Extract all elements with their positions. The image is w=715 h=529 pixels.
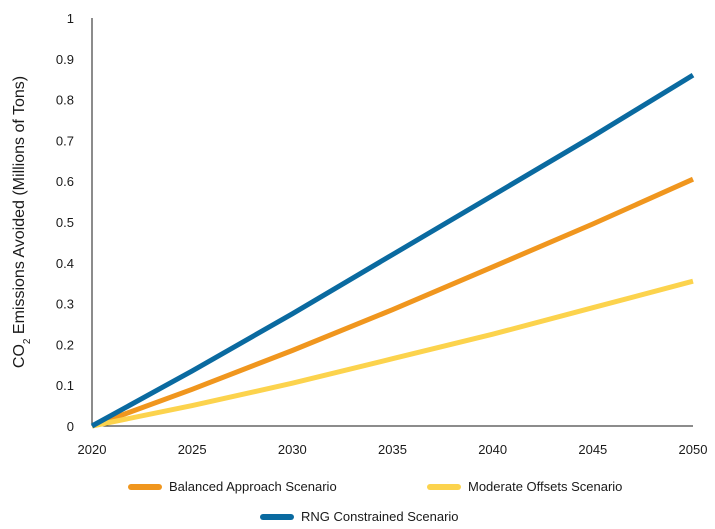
y-axis-label-rest: Emissions Avoided (Millions of Tons) — [11, 76, 28, 339]
y-tick-label: 0.7 — [56, 133, 74, 148]
series-line-3 — [90, 72, 695, 429]
x-tick-label: 2030 — [278, 442, 307, 457]
y-tick-label: 0.9 — [56, 52, 74, 67]
legend-label: Balanced Approach Scenario — [169, 479, 337, 494]
series-line-2 — [91, 278, 694, 429]
x-tick-labels: 2020 2025 2030 2035 2040 2045 2050 — [78, 442, 708, 457]
y-axis-label-subscript: 2 — [22, 338, 33, 344]
legend: Balanced Approach Scenario Moderate Offse… — [128, 479, 622, 524]
y-tick-label: 0.4 — [56, 256, 74, 271]
x-tick-label: 2025 — [178, 442, 207, 457]
y-tick-label: 0.5 — [56, 215, 74, 230]
y-tick-label: 0.1 — [56, 378, 74, 393]
y-tick-label: 0.3 — [56, 297, 74, 312]
y-tick-label: 0.2 — [56, 337, 74, 352]
x-tick-label: 2040 — [478, 442, 507, 457]
y-tick-label: 0.8 — [56, 93, 74, 108]
legend-label: RNG Constrained Scenario — [301, 509, 459, 524]
y-axis-label-main: CO — [11, 344, 28, 368]
x-tick-label: 2035 — [378, 442, 407, 457]
x-tick-label: 2050 — [679, 442, 708, 457]
y-tick-label: 1 — [67, 11, 74, 26]
y-tick-label: 0 — [67, 419, 74, 434]
series-lines — [90, 72, 695, 429]
y-axis-label: CO2 Emissions Avoided (Millions of Tons) — [11, 76, 33, 368]
legend-label: Moderate Offsets Scenario — [468, 479, 622, 494]
x-tick-label: 2020 — [78, 442, 107, 457]
x-tick-label: 2045 — [578, 442, 607, 457]
series-line-1 — [91, 176, 695, 429]
y-tick-labels: 0 0.1 0.2 0.3 0.4 0.5 0.6 0.7 0.8 0.9 1 — [56, 11, 74, 434]
y-tick-label: 0.6 — [56, 174, 74, 189]
axes — [91, 18, 693, 427]
